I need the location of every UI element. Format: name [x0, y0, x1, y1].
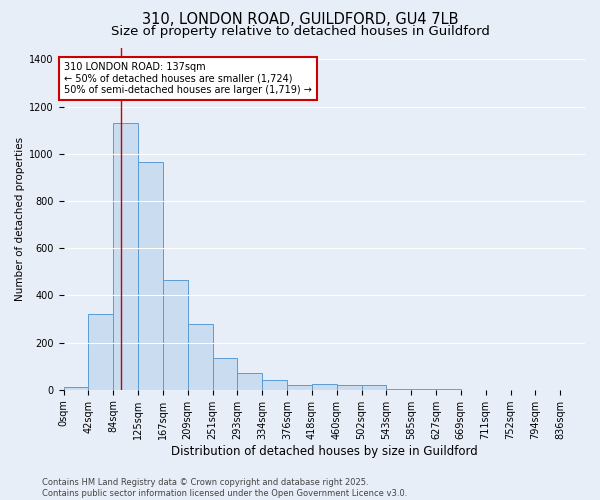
X-axis label: Distribution of detached houses by size in Guildford: Distribution of detached houses by size … — [171, 444, 478, 458]
Bar — [163, 280, 188, 390]
Bar — [238, 373, 262, 390]
Text: 310, LONDON ROAD, GUILDFORD, GU4 7LB: 310, LONDON ROAD, GUILDFORD, GU4 7LB — [142, 12, 458, 28]
Bar — [362, 386, 386, 390]
Bar — [312, 384, 337, 390]
Bar — [188, 324, 212, 390]
Bar — [113, 123, 138, 390]
Bar — [212, 358, 238, 390]
Bar — [88, 314, 113, 390]
Text: Size of property relative to detached houses in Guildford: Size of property relative to detached ho… — [110, 25, 490, 38]
Bar — [337, 384, 362, 390]
Bar — [262, 380, 287, 390]
Bar — [386, 388, 411, 390]
Bar — [64, 388, 88, 390]
Text: Contains HM Land Registry data © Crown copyright and database right 2025.
Contai: Contains HM Land Registry data © Crown c… — [42, 478, 407, 498]
Y-axis label: Number of detached properties: Number of detached properties — [15, 136, 25, 300]
Bar — [287, 384, 312, 390]
Bar — [138, 162, 163, 390]
Text: 310 LONDON ROAD: 137sqm
← 50% of detached houses are smaller (1,724)
50% of semi: 310 LONDON ROAD: 137sqm ← 50% of detache… — [64, 62, 312, 95]
